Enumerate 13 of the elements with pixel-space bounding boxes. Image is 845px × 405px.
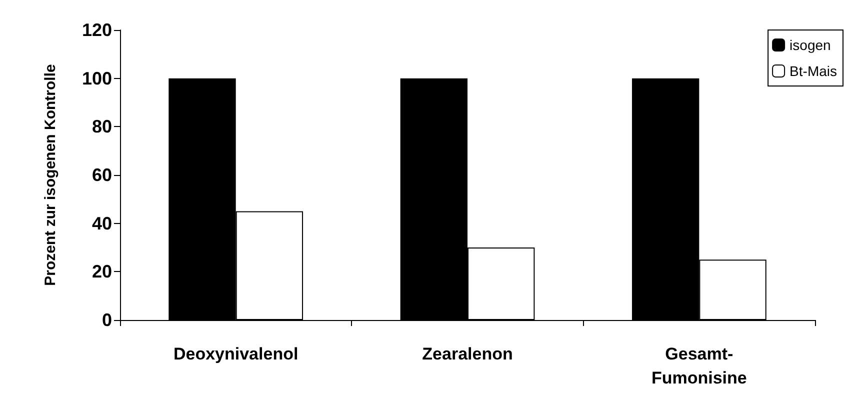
legend-label: Bt-Mais	[790, 63, 838, 79]
y-tick-label: 60	[92, 165, 112, 185]
y-tick-label: 120	[82, 20, 112, 40]
x-tick-label: Deoxynivalenol	[173, 344, 298, 364]
x-tick-label: Gesamt- Fumonisine	[651, 344, 747, 388]
legend-label: isogen	[790, 37, 831, 53]
x-tick-label: Zearalenon	[422, 344, 513, 364]
y-tick-label: 40	[92, 213, 112, 234]
y-tick-label: 80	[92, 116, 112, 137]
y-tick-label: 0	[102, 310, 112, 330]
y-tick-label: 100	[82, 68, 112, 88]
y-tick-label: 20	[92, 262, 112, 282]
y-axis-title: Prozent zur isogenen Kontrolle	[42, 64, 59, 286]
